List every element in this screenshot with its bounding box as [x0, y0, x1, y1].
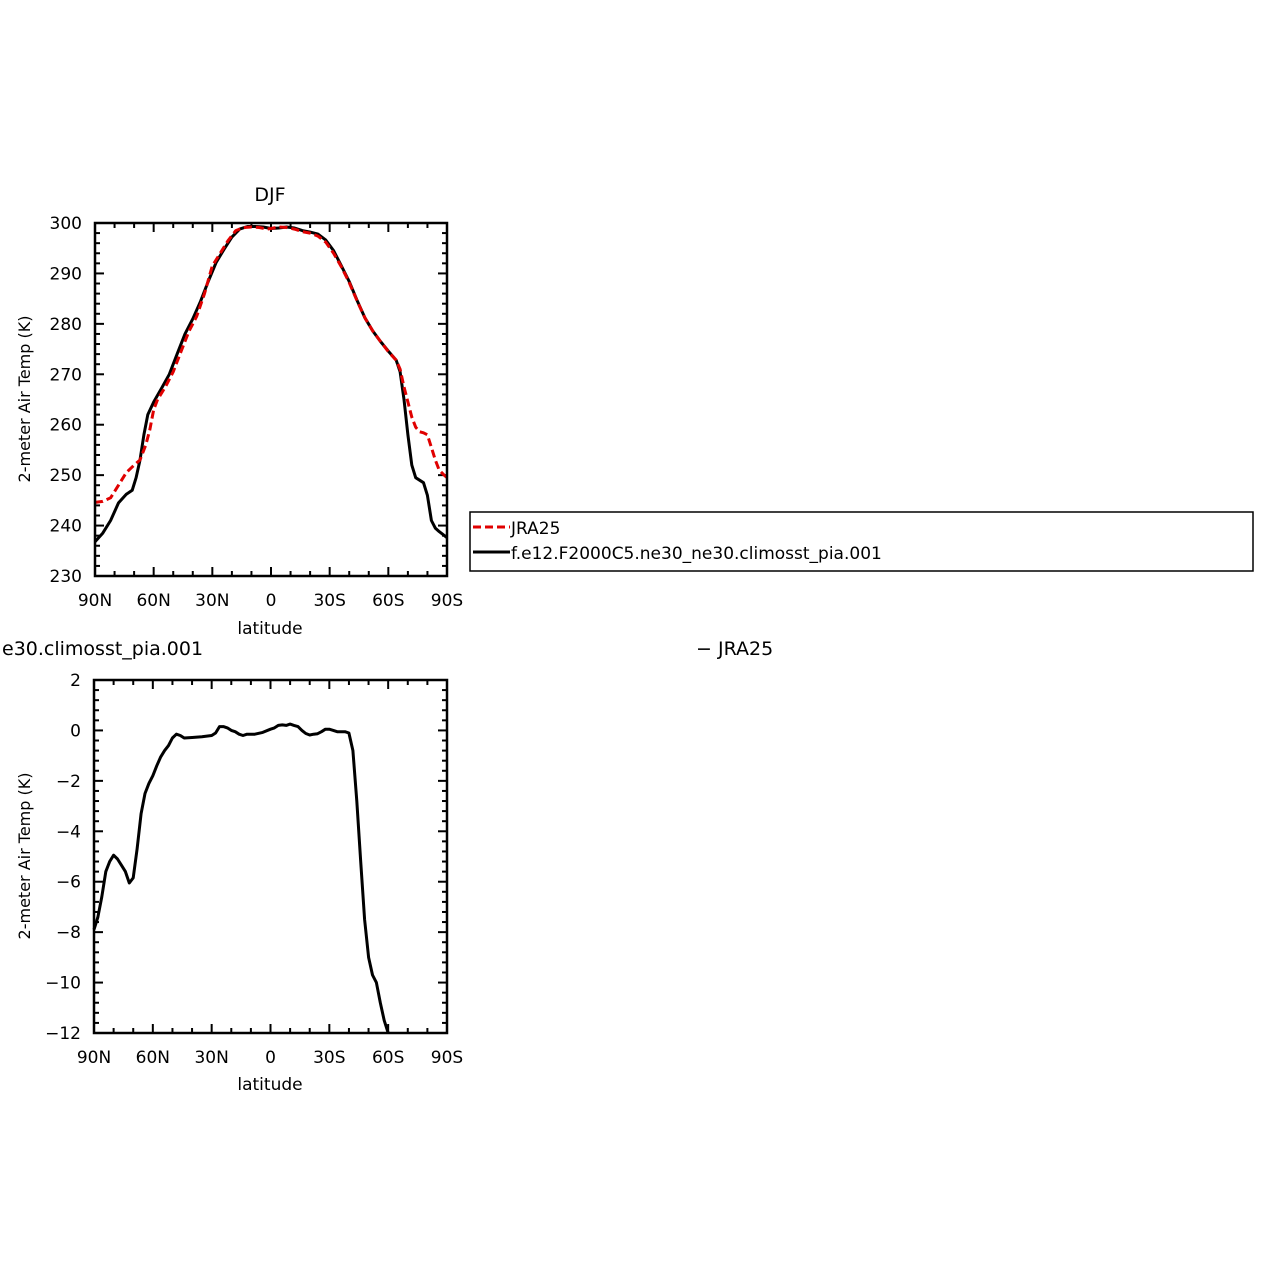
x-tick-label: 30N [194, 1048, 228, 1068]
y-tick-label: −12 [45, 1024, 81, 1044]
y-tick-label: 300 [50, 214, 82, 234]
y-tick-label: 260 [50, 416, 82, 436]
legend: JRA25 f.e12.F2000C5.ne30_ne30.climosst_p… [469, 511, 1254, 572]
bottom-panel: e30.climosst_pia.001 − JRA25 90N 60N 30N 0 3… [2, 638, 773, 1095]
bottom-title-left: e30.climosst_pia.001 [2, 638, 203, 660]
bottom-y-axis-label: 2-meter Air Temp (K) [15, 773, 34, 940]
y-tick-label: −10 [45, 974, 81, 994]
y-tick-label: −2 [56, 772, 81, 792]
y-tick-label: −6 [56, 873, 81, 893]
top-title: DJF [254, 184, 285, 206]
x-tick-label: 90S [431, 1048, 463, 1068]
top-series [93, 225, 449, 543]
top-plot-frame [93, 221, 449, 578]
x-tick-label: 60N [136, 1048, 170, 1068]
top-y-axis-label: 2-meter Air Temp (K) [15, 316, 34, 483]
x-tick-label: 90N [78, 591, 112, 611]
bottom-plot-frame [92, 678, 449, 1035]
x-tick-label: 30S [313, 1048, 345, 1068]
y-tick-label: −4 [56, 822, 81, 842]
legend-label-jra25: JRA25 [510, 519, 560, 539]
y-tick-label: 290 [50, 264, 82, 284]
y-tick-label: 230 [50, 567, 82, 587]
y-tick-label: 280 [50, 315, 82, 335]
x-tick-label: 0 [266, 591, 277, 611]
bottom-x-axis-label: latitude [237, 1075, 302, 1095]
top-panel: DJF 90N 60N 30N 0 30S 60S 90S 300 290 280 270 260 25… [15, 184, 463, 639]
series-line-difference [92, 722, 390, 1034]
y-tick-label: 250 [50, 466, 82, 486]
y-tick-label: 240 [50, 517, 82, 537]
bottom-tick-labels: 90N 60N 30N 0 30S 60S 90S 2 0 −2 −4 −6 −8 −10 −12 [45, 671, 463, 1068]
x-tick-label: 90S [431, 591, 463, 611]
y-tick-label: 0 [70, 721, 81, 741]
top-tick-labels: 90N 60N 30N 0 30S 60S 90S 300 290 280 270 260 250 240… [50, 214, 464, 611]
x-tick-label: 30N [195, 591, 229, 611]
x-tick-label: 90N [77, 1048, 111, 1068]
y-tick-label: −8 [56, 923, 81, 943]
y-tick-label: 270 [50, 365, 82, 385]
legend-label-model: f.e12.F2000C5.ne30_ne30.climosst_pia.001 [511, 544, 882, 564]
x-tick-label: 60N [136, 591, 170, 611]
series-line-jra25 [94, 225, 449, 504]
x-tick-label: 0 [265, 1048, 276, 1068]
bottom-title-right: − JRA25 [696, 638, 773, 660]
x-tick-label: 60S [372, 591, 404, 611]
y-tick-label: 2 [70, 671, 81, 691]
x-tick-label: 60S [372, 1048, 404, 1068]
x-tick-label: 30S [313, 591, 345, 611]
bottom-series [92, 722, 390, 1034]
top-x-axis-label: latitude [237, 619, 302, 639]
legend-box [469, 511, 1254, 572]
